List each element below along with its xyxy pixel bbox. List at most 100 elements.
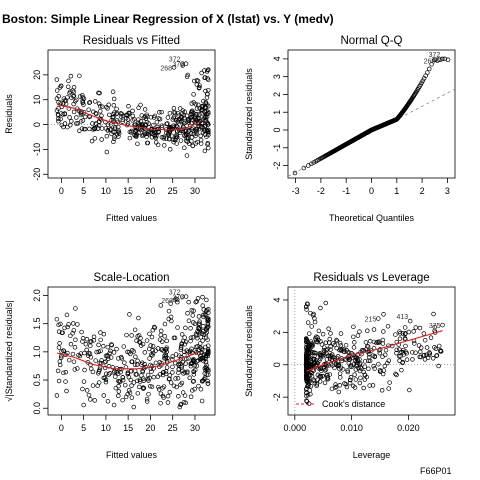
data-point bbox=[354, 362, 360, 367]
data-point bbox=[353, 377, 359, 382]
data-point bbox=[153, 360, 159, 366]
data-point bbox=[301, 165, 307, 171]
x-tick-label: 0.020 bbox=[397, 423, 420, 433]
data-point bbox=[159, 347, 164, 352]
data-point bbox=[68, 333, 73, 339]
data-point bbox=[159, 109, 164, 115]
data-point bbox=[333, 382, 338, 387]
data-point bbox=[106, 372, 112, 377]
y-tick-label: 3 bbox=[272, 74, 282, 79]
data-point bbox=[353, 367, 359, 372]
data-point bbox=[203, 359, 209, 365]
data-point bbox=[304, 301, 310, 306]
point-annotation: 215 bbox=[365, 317, 377, 324]
data-point bbox=[164, 365, 170, 370]
data-point bbox=[203, 332, 208, 337]
y-tick-label: -2 bbox=[272, 162, 282, 170]
data-point bbox=[197, 85, 202, 90]
data-point bbox=[327, 372, 333, 377]
data-point bbox=[319, 342, 325, 347]
data-point bbox=[184, 153, 190, 158]
data-point bbox=[154, 119, 160, 125]
data-point bbox=[94, 111, 99, 117]
data-point bbox=[400, 331, 406, 336]
data-point bbox=[149, 352, 154, 357]
data-point bbox=[193, 299, 198, 305]
data-point bbox=[308, 310, 313, 316]
data-point bbox=[182, 341, 188, 347]
data-point bbox=[104, 149, 110, 155]
data-point bbox=[166, 376, 172, 382]
data-point bbox=[203, 118, 208, 123]
data-point bbox=[108, 122, 114, 127]
data-point bbox=[311, 313, 316, 318]
data-point bbox=[135, 358, 140, 364]
data-point bbox=[393, 371, 398, 377]
data-point bbox=[139, 113, 145, 118]
data-point bbox=[195, 358, 201, 363]
data-point bbox=[176, 127, 182, 133]
data-point bbox=[101, 393, 107, 398]
data-point bbox=[131, 380, 137, 385]
data-point bbox=[165, 400, 171, 405]
data-point bbox=[135, 334, 140, 339]
data-point bbox=[130, 113, 136, 119]
data-point bbox=[96, 123, 102, 128]
data-point bbox=[75, 366, 80, 371]
plot-frame bbox=[287, 286, 456, 416]
data-point bbox=[103, 371, 109, 377]
data-point bbox=[185, 72, 190, 78]
data-point bbox=[174, 123, 179, 129]
data-point bbox=[181, 371, 186, 376]
data-point bbox=[189, 108, 195, 114]
data-point bbox=[97, 104, 103, 109]
data-point bbox=[177, 106, 183, 111]
data-point bbox=[73, 337, 78, 343]
data-point bbox=[401, 352, 407, 357]
data-point bbox=[206, 145, 211, 151]
data-point bbox=[72, 367, 78, 372]
data-point bbox=[377, 350, 383, 356]
data-point bbox=[180, 359, 185, 365]
data-point bbox=[116, 356, 121, 361]
data-point bbox=[171, 383, 177, 389]
data-point bbox=[206, 324, 211, 329]
x-tick-label: 10 bbox=[101, 186, 111, 196]
data-point bbox=[316, 328, 322, 334]
data-point bbox=[304, 339, 309, 345]
data-point bbox=[327, 336, 332, 342]
data-point bbox=[397, 336, 403, 342]
x-tick-label: 20 bbox=[145, 186, 155, 196]
data-point bbox=[120, 117, 126, 123]
data-point bbox=[199, 104, 205, 110]
data-point bbox=[74, 115, 79, 120]
data-point bbox=[104, 133, 110, 139]
data-point bbox=[63, 369, 69, 375]
data-point bbox=[317, 353, 323, 358]
data-point bbox=[329, 386, 335, 392]
data-point bbox=[179, 332, 185, 337]
data-point bbox=[332, 365, 337, 371]
data-point bbox=[412, 92, 417, 97]
data-point bbox=[136, 315, 141, 321]
data-point bbox=[198, 386, 204, 392]
data-point bbox=[185, 118, 191, 123]
data-point bbox=[179, 380, 185, 386]
data-point bbox=[80, 118, 86, 123]
data-point bbox=[194, 131, 199, 136]
data-point bbox=[431, 311, 436, 317]
data-point bbox=[136, 384, 142, 390]
data-point bbox=[192, 78, 197, 84]
data-point bbox=[357, 329, 362, 334]
data-point bbox=[386, 386, 391, 391]
data-point bbox=[380, 354, 385, 359]
data-point bbox=[173, 376, 178, 381]
data-point bbox=[66, 106, 72, 111]
data-point bbox=[122, 360, 127, 365]
data-point bbox=[175, 325, 180, 330]
x-tick-label: 10 bbox=[101, 423, 111, 433]
data-point bbox=[93, 121, 99, 126]
data-point bbox=[204, 325, 210, 331]
data-point bbox=[84, 347, 89, 353]
data-point bbox=[206, 316, 211, 322]
